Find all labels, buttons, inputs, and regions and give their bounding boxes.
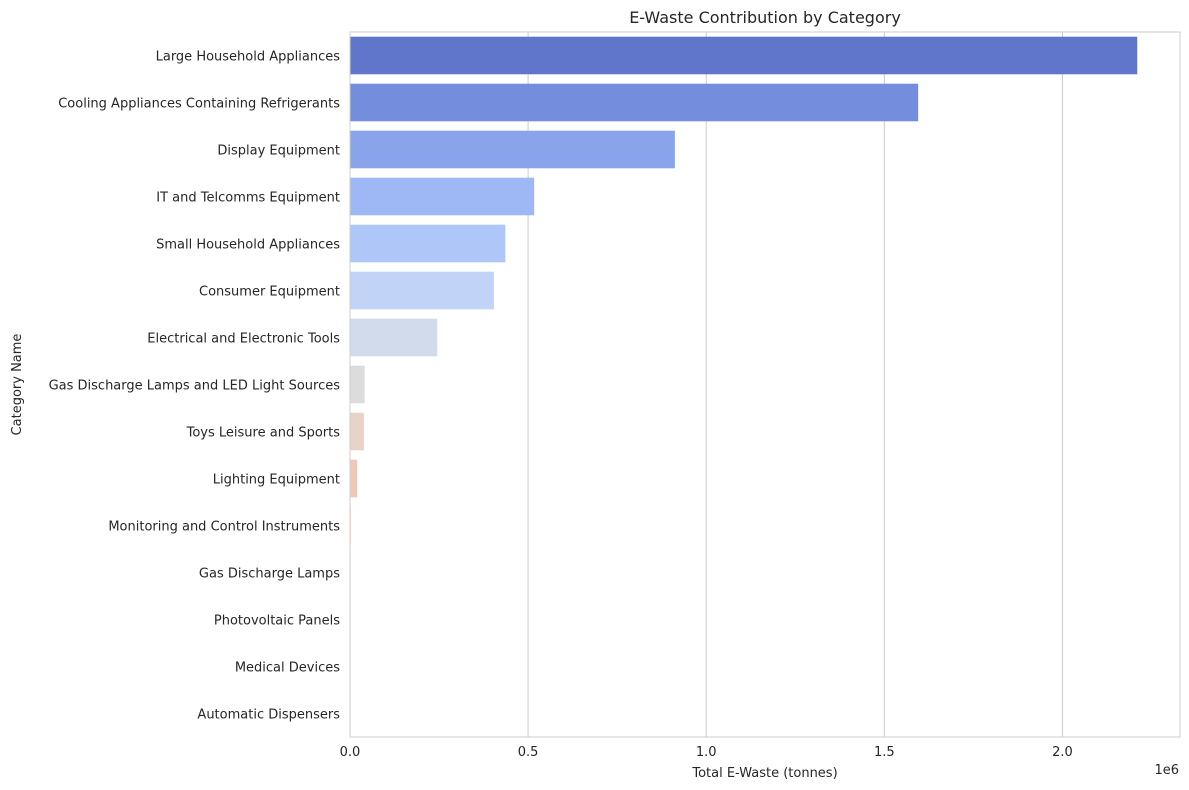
bar (350, 177, 535, 216)
x-tick-labels: 0.0 0.5 1.0 1.5 2.0 (340, 745, 1073, 760)
x-tick-label: 0.0 (340, 745, 361, 760)
y-tick-label: Consumer Equipment (199, 285, 340, 300)
y-tick-label: Lighting Equipment (213, 473, 340, 488)
bar (350, 224, 506, 263)
bars (350, 36, 1138, 733)
y-tick-label: Electrical and Electronic Tools (147, 332, 340, 347)
y-tick-label: Large Household Appliances (156, 50, 341, 65)
y-tick-label: Toys Leisure and Sports (186, 426, 341, 441)
bar (350, 130, 675, 169)
y-tick-label: Cooling Appliances Containing Refrigeran… (58, 97, 340, 112)
x-tick-label: 0.5 (518, 745, 539, 760)
x-axis-title: Total E-Waste (tonnes) (691, 766, 837, 781)
y-axis-title: Category Name (10, 334, 25, 436)
y-tick-labels: Large Household Appliances Cooling Applia… (49, 50, 341, 723)
y-tick-label: Automatic Dispensers (197, 708, 340, 723)
chart-title: E-Waste Contribution by Category (629, 8, 901, 27)
y-tick-label: Monitoring and Control Instruments (108, 520, 340, 535)
bar (350, 365, 365, 404)
y-tick-label: IT and Telcomms Equipment (156, 191, 340, 206)
y-tick-label: Medical Devices (235, 661, 340, 676)
y-tick-label: Display Equipment (217, 144, 340, 159)
plot-frame (349, 31, 1181, 738)
bar (350, 459, 358, 498)
y-tick-label: Gas Discharge Lamps and LED Light Source… (49, 379, 341, 394)
y-tick-label: Photovoltaic Panels (214, 614, 340, 629)
bar (350, 271, 494, 310)
x-axis-offset-label: 1e6 (1154, 763, 1179, 778)
x-tick-label: 1.0 (696, 745, 717, 760)
y-tick-label: Small Household Appliances (156, 238, 340, 253)
bar (350, 318, 438, 357)
bar (350, 412, 364, 451)
bar (350, 83, 919, 122)
bar (350, 36, 1138, 75)
x-tick-label: 2.0 (1052, 745, 1073, 760)
x-tick-label: 1.5 (874, 745, 895, 760)
y-tick-label: Gas Discharge Lamps (199, 567, 340, 582)
